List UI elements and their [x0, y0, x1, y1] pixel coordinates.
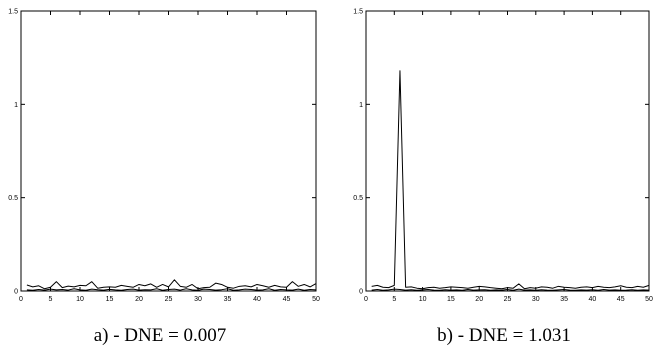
x-tick-label: 30 [194, 296, 202, 303]
chart-caption: a) - DNE = 0.007 [94, 325, 227, 346]
plot-frame [365, 10, 650, 292]
x-tick-label: 20 [135, 296, 143, 303]
series-line-1 [26, 279, 317, 290]
series-line-2 [371, 288, 650, 291]
x-tick-label: 10 [76, 296, 84, 303]
x-tick-label: 50 [645, 296, 653, 303]
y-tick-label: 0 [14, 289, 18, 296]
y-tick-label: 0.5 [353, 195, 363, 202]
x-tick-label: 35 [224, 296, 232, 303]
x-tick-label: 30 [532, 296, 540, 303]
y-tick-label: 1.5 [8, 9, 18, 16]
y-tick-label: 0.5 [8, 195, 18, 202]
x-tick-label: 45 [617, 296, 625, 303]
x-tick-label: 50 [312, 296, 320, 303]
x-tick-label: 40 [589, 296, 597, 303]
x-tick-label: 45 [283, 296, 291, 303]
x-tick-label: 25 [165, 296, 173, 303]
x-tick-label: 15 [447, 296, 455, 303]
x-tick-label: 35 [560, 296, 568, 303]
series-line-2 [26, 288, 317, 291]
y-tick-label: 0 [359, 289, 363, 296]
x-tick-label: 5 [49, 296, 53, 303]
y-tick-label: 1 [359, 102, 363, 109]
series-line-1 [371, 70, 650, 290]
y-tick-label: 1.5 [353, 9, 363, 16]
chart-panel-a: 0 5 10 15 20 25 30 35 40 45 50 0 0.5 1 1.5 a) - DNE = 0… [8, 9, 320, 347]
x-tick-label: 5 [392, 296, 396, 303]
chart-panel-b: 0 5 10 15 20 25 30 35 40 45 50 0 0.5 1 1.5 b) - DNE = 1… [353, 9, 653, 347]
x-tick-label: 15 [106, 296, 114, 303]
x-tick-label: 0 [364, 296, 368, 303]
y-tick-label: 1 [14, 102, 18, 109]
x-tick-label: 40 [253, 296, 261, 303]
x-tick-label: 10 [419, 296, 427, 303]
chart-caption: b) - DNE = 1.031 [437, 325, 571, 346]
plot-frame [20, 10, 317, 292]
x-tick-label: 20 [475, 296, 483, 303]
x-tick-label: 0 [19, 296, 23, 303]
x-tick-label: 25 [504, 296, 512, 303]
